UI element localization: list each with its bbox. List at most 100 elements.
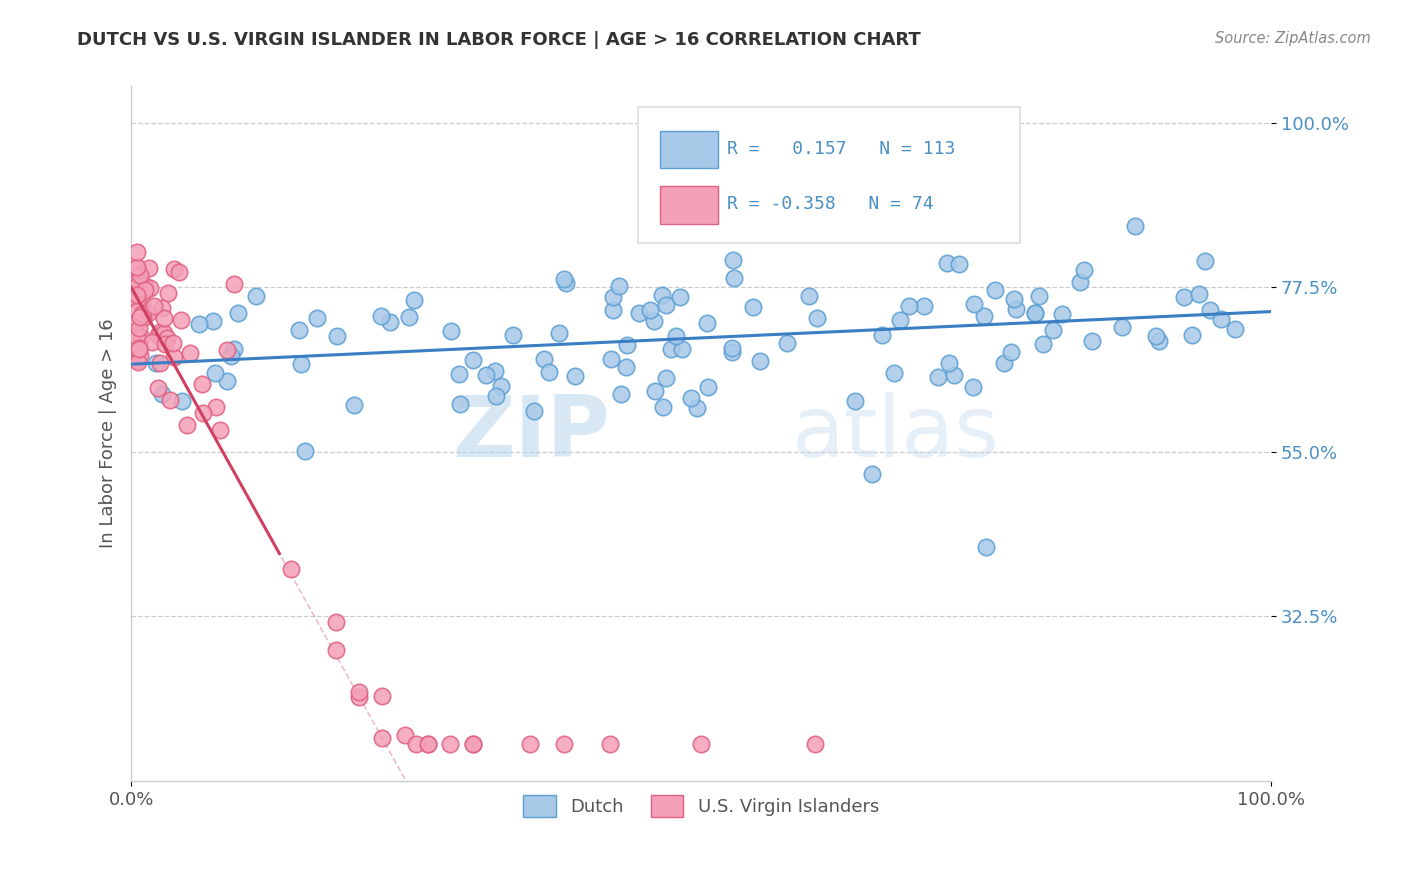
Point <box>149 326 172 340</box>
Y-axis label: In Labor Force | Age > 16: In Labor Force | Age > 16 <box>100 318 117 549</box>
Point <box>547 326 569 340</box>
Point <box>554 276 576 290</box>
Point <box>870 214 893 228</box>
Point <box>690 738 713 752</box>
Point <box>564 368 586 383</box>
Point <box>179 345 201 359</box>
Point <box>370 309 392 323</box>
Point <box>398 310 420 324</box>
Point <box>1147 334 1170 348</box>
Point <box>844 394 866 409</box>
Point <box>128 292 150 306</box>
Point <box>1069 275 1091 289</box>
Point <box>599 351 621 366</box>
Point <box>128 348 150 362</box>
Point <box>125 260 148 274</box>
Point <box>681 391 703 405</box>
Point <box>1111 320 1133 334</box>
Point <box>484 364 506 378</box>
Point <box>245 289 267 303</box>
Point <box>669 290 692 304</box>
Point <box>721 253 744 268</box>
Point <box>1181 328 1204 343</box>
Point <box>156 331 179 345</box>
Point <box>290 357 312 371</box>
Point <box>152 326 174 340</box>
Point <box>889 313 911 327</box>
Point <box>132 278 155 293</box>
Point <box>938 356 960 370</box>
Point <box>1081 334 1104 348</box>
Point <box>440 324 463 338</box>
Point <box>860 467 883 481</box>
Point <box>1199 303 1222 318</box>
Point <box>610 387 633 401</box>
Point <box>162 336 184 351</box>
Point <box>170 394 193 409</box>
Point <box>280 562 302 576</box>
Point <box>519 738 541 752</box>
Point <box>741 300 763 314</box>
Point <box>738 211 761 225</box>
Point <box>146 381 169 395</box>
Point <box>449 397 471 411</box>
Point <box>974 540 997 554</box>
Point <box>872 327 894 342</box>
Point <box>652 401 675 415</box>
Point <box>208 423 231 437</box>
Point <box>145 356 167 370</box>
Point <box>405 738 427 752</box>
Point <box>167 265 190 279</box>
Point <box>205 400 228 414</box>
Point <box>655 298 678 312</box>
Point <box>696 316 718 330</box>
Point <box>394 728 416 742</box>
Point <box>228 306 250 320</box>
Point <box>723 271 745 285</box>
Point <box>222 342 245 356</box>
Point <box>215 374 238 388</box>
Point <box>804 738 827 752</box>
Point <box>217 343 239 357</box>
Point <box>720 342 742 356</box>
Point <box>475 368 498 383</box>
Point <box>721 345 744 359</box>
Point <box>1024 306 1046 320</box>
Point <box>129 310 152 324</box>
Point <box>325 642 347 657</box>
Point <box>156 286 179 301</box>
Point <box>553 738 575 752</box>
Point <box>651 288 673 302</box>
FancyBboxPatch shape <box>661 186 718 224</box>
Point <box>131 307 153 321</box>
Point <box>146 328 169 343</box>
Point <box>1188 286 1211 301</box>
Point <box>1173 290 1195 304</box>
Point <box>936 256 959 270</box>
Point <box>973 310 995 324</box>
Point <box>1042 323 1064 337</box>
Point <box>644 384 666 398</box>
Point <box>402 293 425 307</box>
Point <box>697 380 720 394</box>
Point <box>153 311 176 326</box>
Text: DUTCH VS U.S. VIRGIN ISLANDER IN LABOR FORCE | AGE > 16 CORRELATION CHART: DUTCH VS U.S. VIRGIN ISLANDER IN LABOR F… <box>77 31 921 49</box>
Point <box>1209 312 1232 326</box>
Point <box>659 342 682 356</box>
Point <box>602 302 624 317</box>
Point <box>125 330 148 344</box>
Point <box>191 406 214 420</box>
Point <box>602 290 624 304</box>
Point <box>607 279 630 293</box>
Point <box>153 337 176 351</box>
Point <box>125 260 148 275</box>
Point <box>139 281 162 295</box>
Point <box>1028 289 1050 303</box>
Point <box>416 738 439 752</box>
Point <box>942 368 965 382</box>
Point <box>599 738 621 752</box>
Point <box>131 330 153 344</box>
Point <box>138 260 160 275</box>
Point <box>1050 307 1073 321</box>
Point <box>523 403 546 417</box>
